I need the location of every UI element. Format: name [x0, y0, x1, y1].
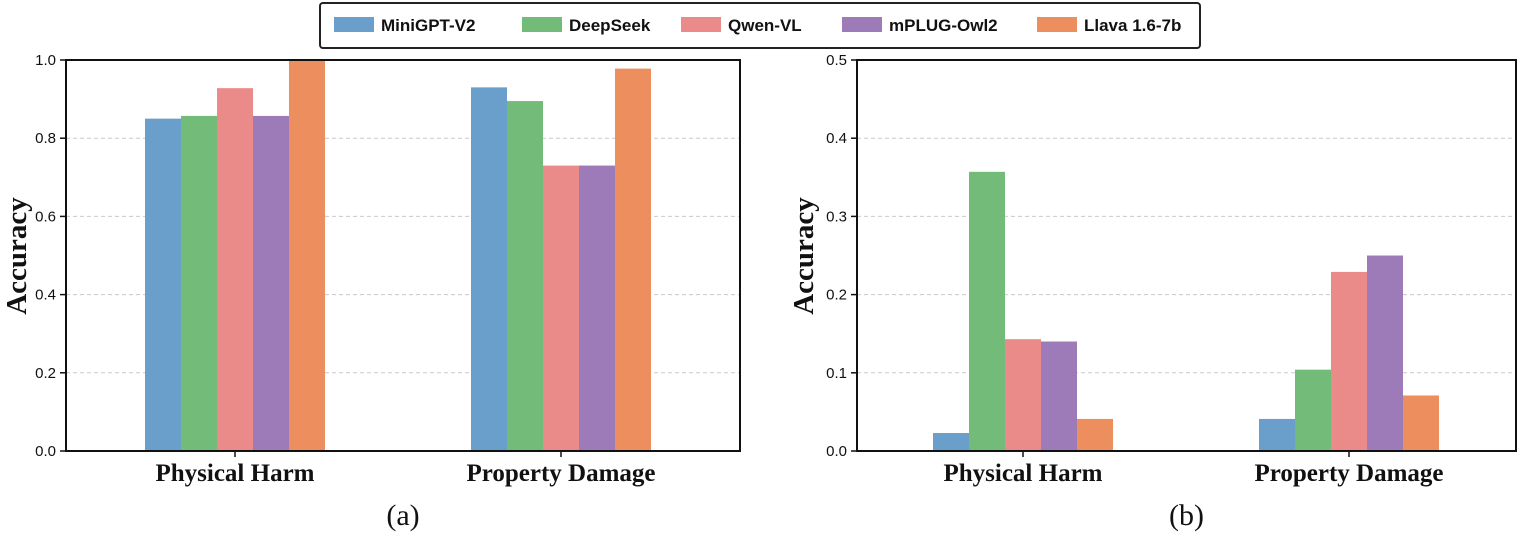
bar-mplug-owl2-property-damage [579, 165, 615, 451]
bar-deepseek-property-damage [507, 101, 543, 452]
legend-label-deepseek: DeepSeek [569, 16, 651, 35]
bar-qwen-vl-property-damage [1331, 271, 1367, 451]
y-tick-label: 0.0 [35, 443, 56, 460]
legend-swatch-minigpt-v2 [334, 17, 374, 32]
y-tick-label: 0.2 [35, 365, 56, 382]
legend-swatch-deepseek [522, 17, 562, 32]
plot-frame [65, 59, 741, 452]
y-tick-label: 0.8 [35, 130, 56, 147]
plot-frame [856, 59, 1517, 452]
bar-mplug-owl2-physical-harm [253, 115, 289, 452]
x-tick-label-property-damage: Property Damage [466, 460, 655, 487]
bar-deepseek-physical-harm [969, 171, 1005, 452]
legend-swatch-mplug-owl2 [842, 17, 882, 32]
legend-label-mplug-owl2: mPLUG-Owl2 [889, 16, 998, 35]
bar-qwen-vl-physical-harm [217, 88, 253, 451]
bar-minigpt-v2-property-damage [471, 87, 507, 452]
bar-mplug-owl2-property-damage [1367, 255, 1403, 451]
legend-label-llava-1-6-7b: Llava 1.6-7b [1084, 16, 1181, 35]
legend-frame [319, 2, 1201, 49]
legend-swatch-qwen-vl [681, 17, 721, 32]
legend-label-qwen-vl: Qwen-VL [728, 16, 802, 35]
bar-qwen-vl-physical-harm [1005, 339, 1041, 451]
y-tick-label: 1.0 [35, 52, 56, 69]
bar-llava-1-6-7b-physical-harm [289, 60, 325, 451]
x-tick-label-physical-harm: Physical Harm [155, 460, 314, 487]
bar-deepseek-physical-harm [181, 115, 217, 452]
x-tick-label-physical-harm: Physical Harm [943, 460, 1102, 487]
bar-llava-1-6-7b-physical-harm [1077, 418, 1113, 451]
chart-caption: (b) [1169, 499, 1204, 532]
y-tick-label: 0.4 [35, 287, 56, 304]
bar-minigpt-v2-physical-harm [145, 118, 181, 452]
y-tick-label: 0.0 [826, 443, 847, 460]
chart-caption: (a) [386, 499, 419, 532]
y-tick-label: 0.1 [826, 365, 847, 382]
chart-a: 0.0 0.2 0.4 0.6 0.8 1.0 Physical Harm Property … [1, 52, 741, 532]
legend-label-minigpt-v2: MiniGPT-V2 [381, 16, 475, 35]
bar-minigpt-v2-physical-harm [933, 433, 969, 451]
bar-qwen-vl-property-damage [543, 165, 579, 451]
y-tick-label: 0.5 [826, 52, 847, 69]
bar-mplug-owl2-physical-harm [1041, 341, 1077, 451]
y-axis-label: Accuracy [788, 197, 820, 315]
y-tick-label: 0.2 [826, 287, 847, 304]
y-axis-label: Accuracy [1, 197, 33, 315]
bar-llava-1-6-7b-property-damage [1403, 395, 1439, 451]
bar-llava-1-6-7b-property-damage [615, 68, 651, 452]
bar-minigpt-v2-property-damage [1259, 418, 1295, 451]
legend-swatch-llava-1-6-7b [1037, 17, 1077, 32]
bar-deepseek-property-damage [1295, 369, 1331, 451]
legend: MiniGPT-V2 DeepSeek Qwen-VL mPLUG-Owl2 Llava… [319, 2, 1201, 49]
chart-b: 0.0 0.1 0.2 0.3 0.4 0.5 Physical Harm Property … [788, 52, 1517, 532]
y-tick-label: 0.4 [826, 130, 847, 147]
y-tick-label: 0.3 [826, 208, 847, 225]
x-tick-label-property-damage: Property Damage [1254, 460, 1443, 487]
y-tick-label: 0.6 [35, 208, 56, 225]
